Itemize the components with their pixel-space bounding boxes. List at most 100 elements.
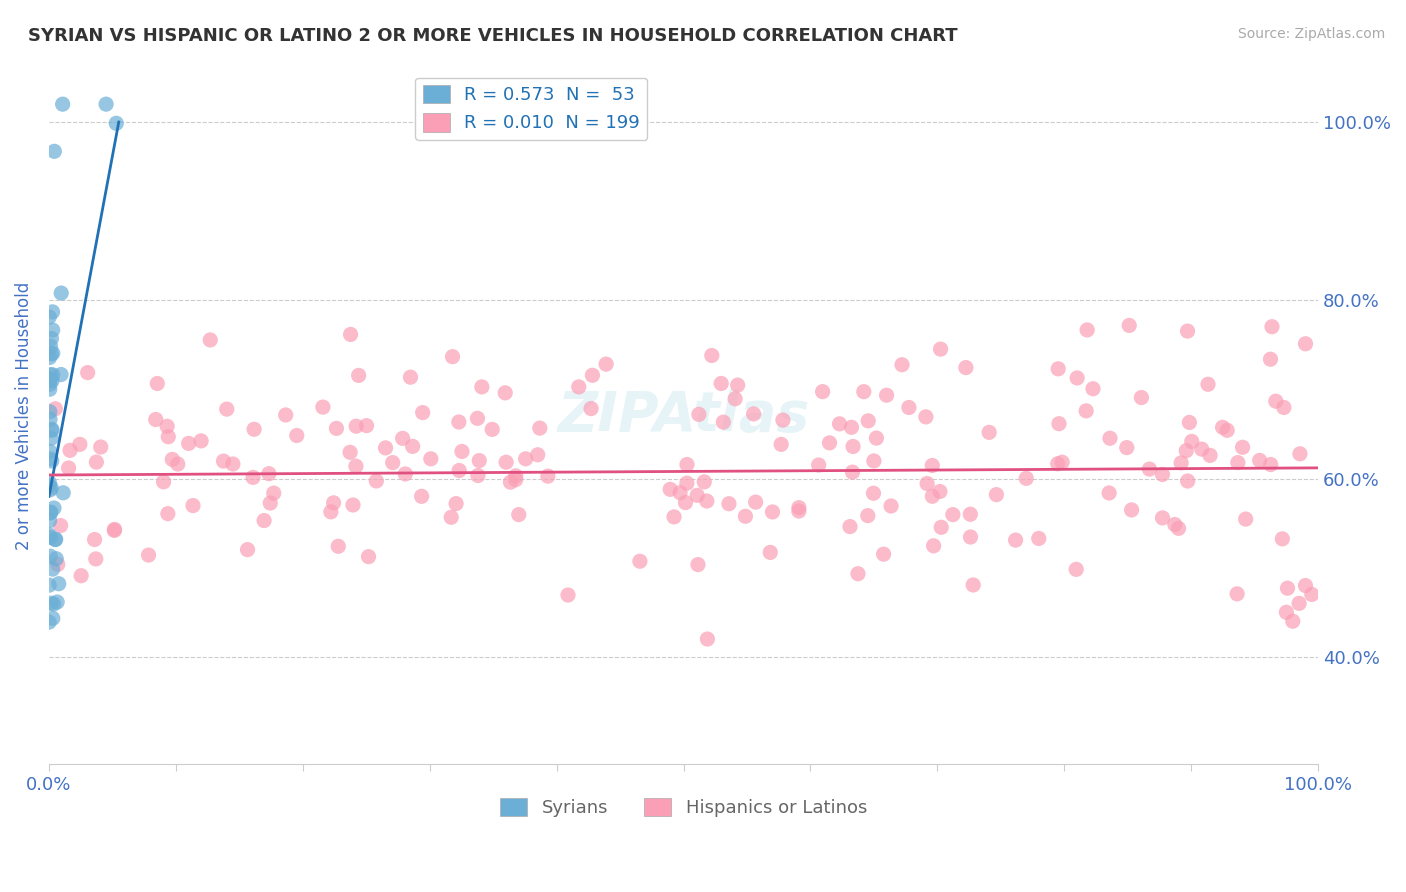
Point bbox=[58, 461, 80, 475]
Point bbox=[42, 611, 65, 625]
Point bbox=[103, 524, 125, 538]
Point bbox=[146, 376, 169, 391]
Point bbox=[1152, 511, 1174, 525]
Point bbox=[688, 408, 710, 422]
Point bbox=[1261, 319, 1284, 334]
Y-axis label: 2 or more Vehicles in Household: 2 or more Vehicles in Household bbox=[15, 282, 32, 550]
Point bbox=[856, 414, 879, 428]
Point bbox=[872, 547, 894, 561]
Point bbox=[222, 457, 245, 471]
Point bbox=[1098, 486, 1121, 500]
Point bbox=[891, 358, 914, 372]
Point bbox=[48, 576, 70, 591]
Text: SYRIAN VS HISPANIC OR LATINO 2 OR MORE VEHICLES IN HOUSEHOLD CORRELATION CHART: SYRIAN VS HISPANIC OR LATINO 2 OR MORE V… bbox=[28, 27, 957, 45]
Point bbox=[693, 475, 716, 489]
Point bbox=[841, 465, 863, 479]
Point bbox=[686, 558, 709, 572]
Point bbox=[897, 401, 920, 415]
Point bbox=[42, 501, 65, 516]
Point bbox=[42, 346, 65, 360]
Point bbox=[38, 615, 60, 629]
Point bbox=[41, 454, 63, 468]
Point bbox=[770, 437, 793, 451]
Point bbox=[929, 520, 952, 534]
Point bbox=[38, 478, 60, 492]
Point bbox=[177, 436, 200, 450]
Point bbox=[787, 500, 810, 515]
Point bbox=[1076, 323, 1098, 337]
Point bbox=[412, 406, 434, 420]
Point bbox=[662, 509, 685, 524]
Point bbox=[1164, 517, 1187, 532]
Point bbox=[724, 392, 747, 406]
Point bbox=[39, 596, 62, 610]
Point bbox=[39, 549, 62, 564]
Point bbox=[399, 370, 422, 384]
Point bbox=[1121, 503, 1143, 517]
Point bbox=[1281, 614, 1303, 628]
Point bbox=[38, 351, 60, 365]
Point bbox=[166, 457, 188, 471]
Point bbox=[419, 451, 441, 466]
Point bbox=[742, 407, 765, 421]
Point bbox=[1272, 401, 1295, 415]
Point bbox=[846, 566, 869, 581]
Point bbox=[942, 508, 965, 522]
Point bbox=[1130, 391, 1153, 405]
Point bbox=[236, 542, 259, 557]
Point bbox=[1264, 394, 1286, 409]
Point bbox=[41, 562, 63, 576]
Point bbox=[51, 286, 73, 301]
Point bbox=[1199, 449, 1222, 463]
Point bbox=[499, 475, 522, 490]
Point bbox=[811, 384, 834, 399]
Point bbox=[339, 327, 361, 342]
Point bbox=[842, 440, 865, 454]
Point bbox=[1046, 457, 1069, 471]
Point bbox=[157, 430, 180, 444]
Point bbox=[710, 376, 733, 391]
Point bbox=[39, 481, 62, 495]
Point bbox=[1191, 442, 1213, 457]
Point bbox=[449, 463, 471, 477]
Point bbox=[451, 444, 474, 458]
Point bbox=[339, 445, 361, 459]
Point bbox=[41, 331, 63, 345]
Point bbox=[675, 495, 697, 509]
Point bbox=[94, 97, 117, 112]
Point bbox=[628, 554, 651, 568]
Point bbox=[1177, 474, 1199, 488]
Point bbox=[856, 508, 879, 523]
Point bbox=[852, 384, 875, 399]
Point bbox=[921, 489, 943, 503]
Point bbox=[41, 423, 63, 437]
Point bbox=[263, 486, 285, 500]
Point bbox=[41, 305, 63, 319]
Point bbox=[744, 495, 766, 509]
Point bbox=[38, 514, 60, 528]
Point bbox=[537, 469, 560, 483]
Point bbox=[727, 378, 749, 392]
Point bbox=[759, 545, 782, 559]
Point bbox=[1118, 318, 1140, 333]
Point bbox=[734, 509, 756, 524]
Point bbox=[328, 539, 350, 553]
Point bbox=[1277, 581, 1299, 595]
Point bbox=[38, 528, 60, 542]
Point bbox=[929, 342, 952, 356]
Point bbox=[347, 368, 370, 383]
Point bbox=[828, 417, 851, 431]
Point bbox=[526, 448, 548, 462]
Point bbox=[568, 380, 591, 394]
Point bbox=[1271, 532, 1294, 546]
Text: Source: ZipAtlas.com: Source: ZipAtlas.com bbox=[1237, 27, 1385, 41]
Point bbox=[1098, 431, 1121, 445]
Point bbox=[59, 443, 82, 458]
Point bbox=[325, 421, 347, 435]
Point bbox=[274, 408, 297, 422]
Point bbox=[319, 505, 342, 519]
Point bbox=[818, 435, 841, 450]
Point bbox=[83, 533, 105, 547]
Point bbox=[52, 97, 75, 112]
Point bbox=[103, 523, 125, 537]
